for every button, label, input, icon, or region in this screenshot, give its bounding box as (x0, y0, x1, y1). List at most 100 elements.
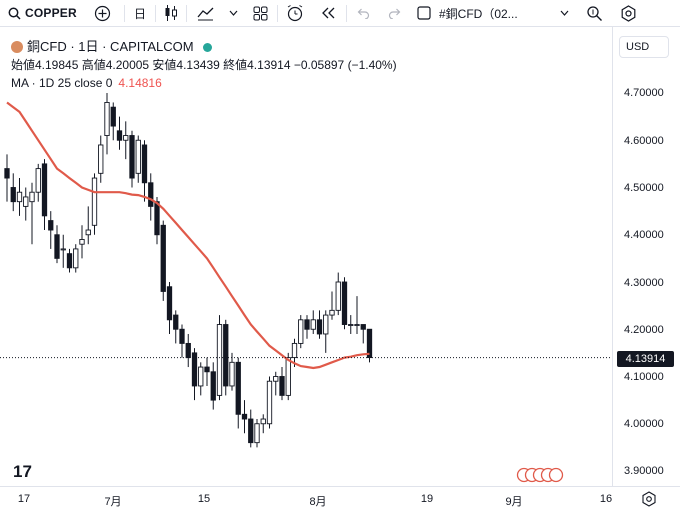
candle-up (79, 239, 85, 245)
time-label: 17 (17, 493, 31, 505)
search-settings-icon (586, 5, 602, 21)
symbol-field[interactable]: #銅CFD（02... (411, 0, 551, 27)
candle-up (216, 324, 223, 396)
us-flag-icon (548, 467, 564, 483)
quick-search-button[interactable] (577, 0, 611, 27)
svg-text:17: 17 (13, 462, 32, 481)
ma-value: 4.14816 (118, 76, 162, 90)
candle-up (335, 281, 341, 311)
redo-icon (388, 8, 401, 19)
indicators-button[interactable] (187, 0, 223, 27)
symbol-logo (11, 41, 23, 53)
candle-up (354, 324, 360, 326)
checkbox-icon (417, 6, 431, 20)
indicators-icon (197, 7, 213, 20)
candle-up (60, 248, 66, 251)
candle-down (235, 361, 241, 415)
top-toolbar: COPPER 日 #銅CFD（02... (0, 0, 680, 27)
candle-up (29, 191, 35, 203)
candle-up (16, 191, 23, 203)
chevron-down-icon (229, 10, 237, 16)
price-label: 4.60000 (624, 135, 664, 147)
divider (155, 4, 156, 22)
candle-up (273, 376, 279, 382)
candle-down (48, 220, 54, 231)
divider (277, 4, 278, 22)
indicators-dropdown[interactable] (223, 0, 243, 27)
candle-up (298, 319, 304, 344)
price-scale[interactable] (612, 27, 680, 486)
candle-up (329, 309, 335, 316)
candle-down (66, 253, 73, 269)
candle-down (129, 135, 135, 179)
price-label: 4.70000 (624, 87, 664, 99)
redo-button[interactable] (379, 0, 411, 27)
candle-down (141, 144, 148, 184)
chart-legend: 銅CFD · 1日 · CAPITALCOM 始値4.19845 高値4.200… (11, 38, 397, 92)
divider (124, 4, 125, 22)
candle-up (104, 101, 110, 136)
candle-up (310, 319, 316, 330)
symbol-name: COPPER (25, 6, 77, 20)
event-markers[interactable] (516, 467, 564, 483)
gear-icon (642, 491, 656, 507)
time-label: 8月 (309, 496, 327, 508)
alarm-clock-icon (287, 5, 303, 22)
symbol-field-dropdown[interactable] (551, 0, 577, 27)
candle-up (73, 248, 79, 269)
time-scale-settings-button[interactable] (641, 491, 657, 507)
symbol-field-label: #銅CFD（02... (439, 6, 518, 21)
divider (186, 4, 187, 22)
candle-down (173, 314, 179, 330)
alert-button[interactable] (278, 0, 312, 27)
legend-title: 銅CFD · 1日 · CAPITALCOM (27, 39, 194, 54)
candle-up (229, 361, 235, 387)
time-label: 9月 (505, 496, 523, 508)
candle-down (166, 286, 173, 321)
compare-button[interactable] (80, 0, 124, 27)
current-price-value: 4.13914 (625, 353, 666, 365)
price-label: 4.50000 (624, 182, 664, 194)
currency-label: USD (626, 41, 650, 53)
candle-down (210, 371, 216, 401)
undo-icon (357, 8, 370, 19)
layout-button[interactable] (243, 0, 277, 27)
candle-down (316, 319, 323, 335)
price-label: 3.90000 (624, 465, 664, 477)
settings-button[interactable] (611, 0, 645, 27)
gear-icon (621, 4, 635, 22)
replay-button[interactable] (312, 0, 346, 27)
current-price-badge: 4.13914 (617, 351, 674, 367)
candle-down (191, 352, 198, 387)
ohlc-row: 始値4.19845 高値4.20005 安値4.13439 終値4.13914 … (11, 56, 397, 74)
candle-down (116, 130, 123, 141)
time-label: 15 (197, 493, 211, 505)
candle-up (91, 177, 98, 226)
candle-down (41, 163, 48, 217)
candle-up (254, 423, 260, 444)
candles-icon (165, 5, 177, 21)
candle-up (323, 314, 329, 335)
candle-down (4, 168, 10, 179)
candle-up (23, 196, 29, 207)
candle-up (98, 144, 104, 174)
candle-up (198, 366, 204, 387)
chart-type-button[interactable] (156, 0, 186, 27)
candle-down (110, 106, 116, 127)
candle-down (241, 413, 248, 420)
candle-down (148, 182, 154, 207)
ma-label: MA · 1D 25 close 0 (11, 76, 113, 90)
undo-button[interactable] (347, 0, 379, 27)
symbol-search-button[interactable]: COPPER (0, 0, 80, 27)
price-label: 4.20000 (624, 324, 664, 336)
price-label: 4.00000 (624, 418, 664, 430)
time-label: 19 (420, 493, 434, 505)
candle-down (179, 328, 185, 344)
currency-button[interactable]: USD (619, 36, 669, 58)
moving-average-line (6, 101, 370, 370)
time-scale[interactable] (0, 486, 680, 513)
price-chart[interactable]: 17 (0, 27, 612, 486)
interval-button[interactable]: 日 (125, 0, 155, 27)
legend-title-row: 銅CFD · 1日 · CAPITALCOM (11, 38, 397, 56)
chart-pane[interactable]: 17 (0, 27, 612, 486)
